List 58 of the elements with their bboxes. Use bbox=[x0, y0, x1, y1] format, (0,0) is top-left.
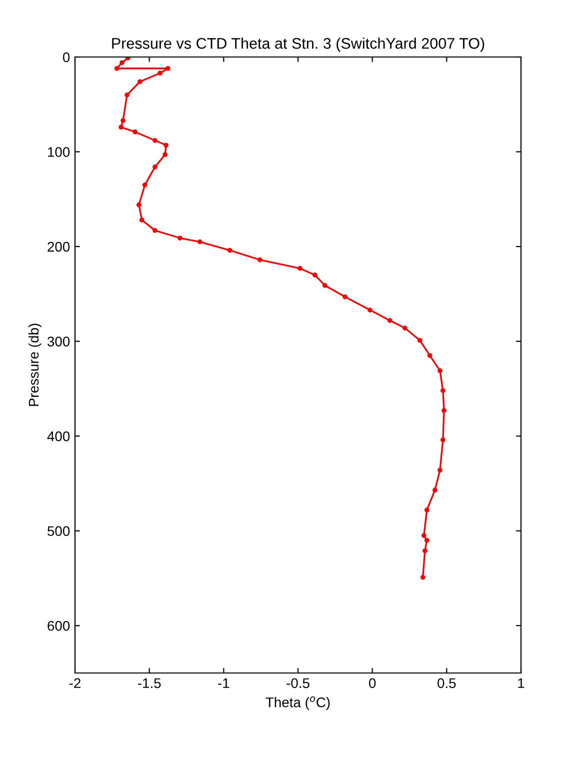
point bbox=[132, 129, 138, 134]
x-tick-label: -1.5 bbox=[138, 678, 161, 688]
x-tick-label: -0.5 bbox=[286, 678, 310, 688]
y-tick-label: 0 bbox=[62, 52, 70, 62]
x-tick-label: 0.5 bbox=[438, 678, 456, 688]
point bbox=[442, 408, 446, 413]
x-tick-label: -2 bbox=[69, 678, 80, 688]
y-tick-label: 600 bbox=[48, 620, 70, 631]
point bbox=[136, 202, 142, 208]
point bbox=[440, 437, 446, 442]
point bbox=[402, 326, 408, 330]
x-tick-label: 0 bbox=[369, 678, 376, 688]
point bbox=[420, 574, 426, 580]
point bbox=[227, 248, 232, 253]
point bbox=[142, 182, 148, 188]
point bbox=[438, 368, 442, 374]
y-tick-label: 100 bbox=[48, 147, 70, 157]
point bbox=[114, 66, 120, 71]
point bbox=[387, 318, 392, 323]
point bbox=[342, 294, 348, 300]
point bbox=[138, 79, 142, 84]
point bbox=[178, 236, 182, 240]
point bbox=[438, 468, 442, 473]
point bbox=[258, 257, 262, 262]
point bbox=[197, 239, 202, 244]
x-tick-label: 1 bbox=[518, 678, 524, 688]
x-axis-title: Theta ($^{o}$C) bbox=[266, 696, 330, 710]
point bbox=[424, 508, 430, 512]
point bbox=[432, 488, 438, 493]
point bbox=[124, 92, 130, 98]
point bbox=[152, 228, 158, 233]
y-tick-label: 500 bbox=[48, 526, 70, 536]
point bbox=[164, 142, 168, 148]
point bbox=[421, 533, 426, 538]
y-tick-label: 300 bbox=[48, 336, 70, 346]
point bbox=[120, 60, 124, 66]
point bbox=[422, 548, 428, 554]
point bbox=[298, 266, 302, 271]
point bbox=[322, 282, 328, 288]
point bbox=[158, 70, 162, 76]
y-axis-title: Pressure (db) bbox=[28, 324, 42, 406]
point bbox=[440, 388, 446, 394]
point bbox=[152, 164, 158, 170]
chart-title: Pressure vs CTD Theta at Stn. 3 (SwitchYard 2007 TO) bbox=[112, 38, 484, 52]
x-tick-label: -1 bbox=[218, 678, 230, 688]
point bbox=[417, 338, 422, 343]
point bbox=[165, 66, 170, 71]
point bbox=[424, 538, 430, 543]
point bbox=[368, 308, 372, 312]
point bbox=[312, 272, 318, 278]
y-tick-label: 200 bbox=[48, 242, 70, 252]
y-tick-label: 400 bbox=[47, 431, 70, 442]
point bbox=[427, 353, 432, 358]
point bbox=[120, 118, 126, 123]
point bbox=[152, 138, 158, 143]
point bbox=[162, 152, 168, 158]
point bbox=[139, 218, 144, 222]
point bbox=[118, 124, 124, 130]
